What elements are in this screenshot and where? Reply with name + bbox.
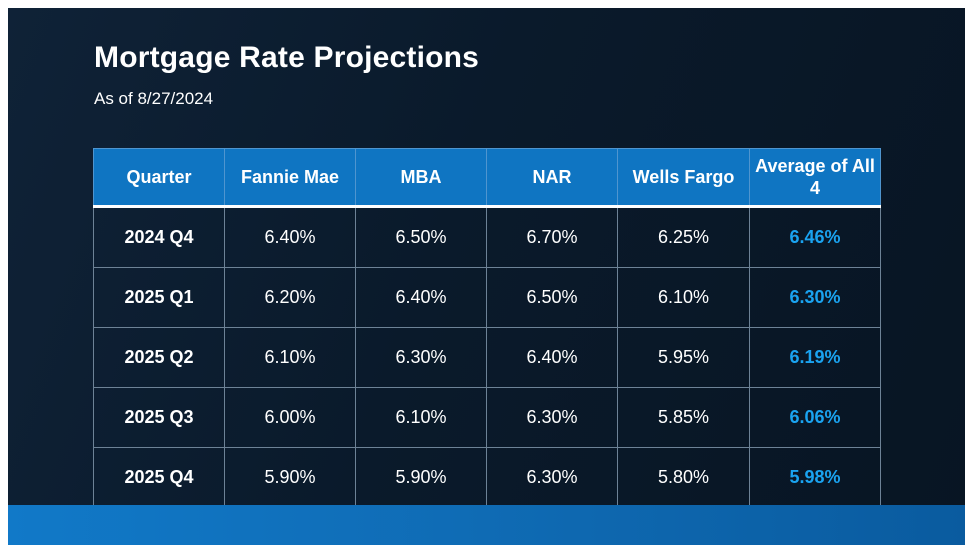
mba-cell: 6.40% [355,267,487,328]
wells-fargo-cell: 5.95% [617,327,750,388]
wells-fargo-cell: 6.10% [617,267,750,328]
slide: Mortgage Rate Projections As of 8/27/202… [8,8,965,545]
nar-cell: 6.40% [486,327,618,388]
fannie-mae-cell: 6.40% [224,206,356,268]
column-header-mba: MBA [355,148,487,207]
table-row: 2024 Q4 6.40% 6.50% 6.70% 6.25% 6.46% [93,206,881,268]
quarter-cell: 2025 Q2 [93,327,225,388]
fannie-mae-cell: 5.90% [224,447,356,508]
fannie-mae-cell: 6.10% [224,327,356,388]
wells-fargo-cell: 5.80% [617,447,750,508]
nar-cell: 6.70% [486,206,618,268]
table-header-row: Quarter Fannie Mae MBA NAR Wells Fargo A… [93,148,881,207]
table-row: 2025 Q2 6.10% 6.30% 6.40% 5.95% 6.19% [93,327,881,388]
nar-cell: 6.50% [486,267,618,328]
column-header-quarter: Quarter [93,148,225,207]
quarter-cell: 2025 Q3 [93,387,225,448]
table-row: 2025 Q1 6.20% 6.40% 6.50% 6.10% 6.30% [93,267,881,328]
projection-table: Quarter Fannie Mae MBA NAR Wells Fargo A… [93,148,881,508]
average-cell: 6.06% [749,387,881,448]
quarter-cell: 2024 Q4 [93,206,225,268]
nar-cell: 6.30% [486,447,618,508]
mba-cell: 6.10% [355,387,487,448]
column-header-nar: NAR [486,148,618,207]
mba-cell: 5.90% [355,447,487,508]
table-row: 2025 Q4 5.90% 5.90% 6.30% 5.80% 5.98% [93,447,881,508]
page-subtitle: As of 8/27/2024 [94,89,214,108]
quarter-cell: 2025 Q1 [93,267,225,328]
average-cell: 5.98% [749,447,881,508]
mba-cell: 6.50% [355,206,487,268]
nar-cell: 6.30% [486,387,618,448]
quarter-cell: 2025 Q4 [93,447,225,508]
average-cell: 6.30% [749,267,881,328]
fannie-mae-cell: 6.20% [224,267,356,328]
wells-fargo-cell: 6.25% [617,206,750,268]
wells-fargo-cell: 5.85% [617,387,750,448]
column-header-fannie-mae: Fannie Mae [224,148,356,207]
column-header-average: Average of All 4 [749,148,881,207]
table-row: 2025 Q3 6.00% 6.10% 6.30% 5.85% 6.06% [93,387,881,448]
mba-cell: 6.30% [355,327,487,388]
average-cell: 6.46% [749,206,881,268]
page-title: Mortgage Rate Projections [94,41,480,74]
fannie-mae-cell: 6.00% [224,387,356,448]
footer-accent-bar [8,505,965,545]
average-cell: 6.19% [749,327,881,388]
column-header-wells-fargo: Wells Fargo [617,148,750,207]
